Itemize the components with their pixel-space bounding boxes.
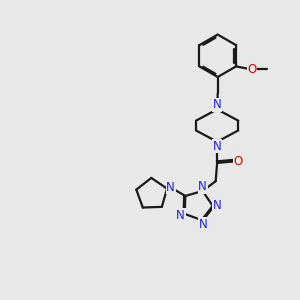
Text: N: N [213, 98, 221, 111]
Text: N: N [198, 180, 207, 193]
Text: O: O [234, 155, 243, 168]
Text: N: N [199, 218, 208, 231]
Text: O: O [248, 63, 257, 76]
Text: N: N [176, 209, 185, 222]
Text: N: N [212, 200, 221, 212]
Text: N: N [166, 181, 175, 194]
Text: N: N [213, 140, 221, 153]
